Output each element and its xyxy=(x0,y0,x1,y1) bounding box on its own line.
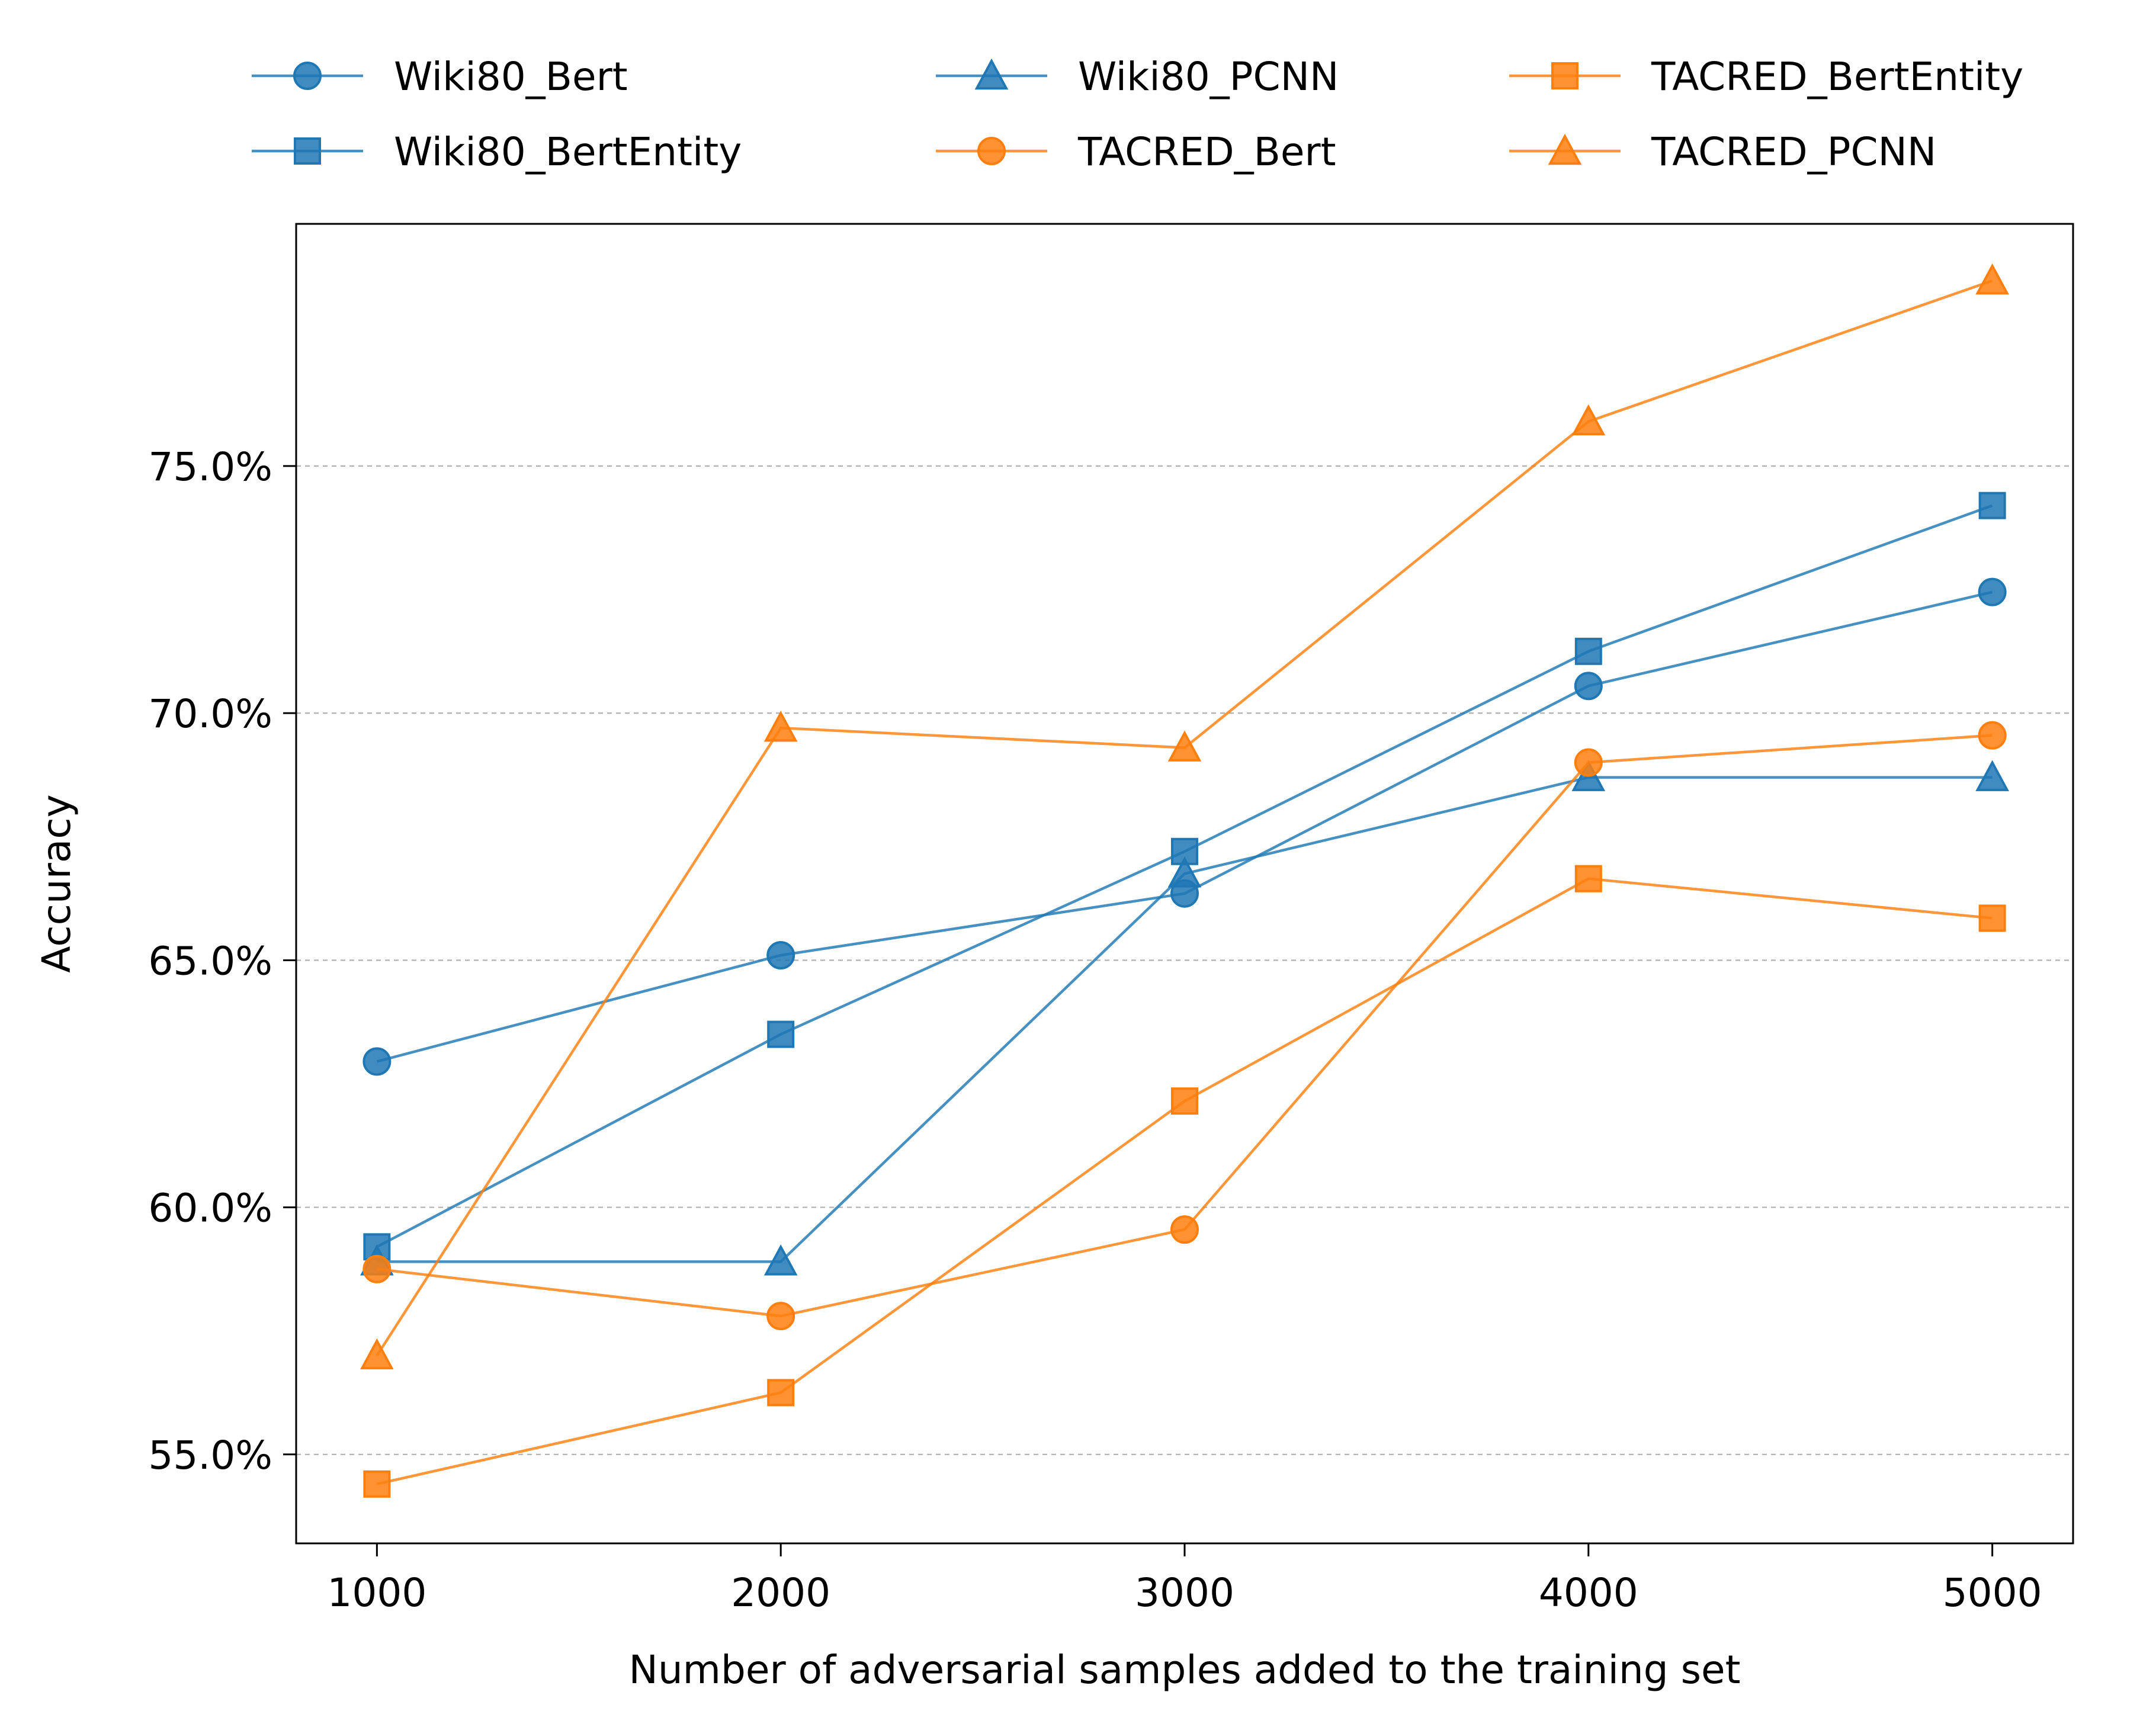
legend-item: TACRED_Bert xyxy=(936,129,1336,175)
legend-item: TACRED_BertEntity xyxy=(1509,54,2023,99)
data-point xyxy=(1574,672,1603,701)
legend-label: TACRED_Bert xyxy=(1077,129,1336,175)
data-point xyxy=(1978,904,2006,932)
legend-item: Wiki80_Bert xyxy=(252,54,628,99)
legend-marker xyxy=(293,62,322,90)
legend-item: Wiki80_PCNN xyxy=(936,54,1339,99)
legend-marker xyxy=(1548,133,1582,165)
series-line xyxy=(376,279,1993,1357)
x-tick-label: 2000 xyxy=(731,1570,830,1616)
legend-label: TACRED_BertEntity xyxy=(1651,54,2023,99)
x-tick-label: 3000 xyxy=(1135,1570,1234,1616)
data-point xyxy=(767,1020,795,1048)
x-tick-label: 1000 xyxy=(327,1570,426,1616)
legend-item: TACRED_PCNN xyxy=(1509,129,1936,175)
y-tick-label: 70.0% xyxy=(148,691,272,737)
legend: Wiki80_Bert Wiki80_BertEntity Wiki80_PCNN T… xyxy=(252,54,2023,175)
series-TACRED_Bert xyxy=(362,721,2007,1331)
data-point xyxy=(362,1047,392,1076)
legend-item: Wiki80_BertEntity xyxy=(252,129,742,175)
y-tick-label: 65.0% xyxy=(148,938,272,984)
data-point xyxy=(763,1244,798,1276)
data-point xyxy=(1170,1215,1199,1244)
x-tick-label: 5000 xyxy=(1943,1570,2042,1616)
data-point xyxy=(1167,730,1202,762)
data-point xyxy=(1978,492,2006,519)
legend-label: TACRED_PCNN xyxy=(1651,129,1936,175)
data-point xyxy=(363,1470,391,1498)
data-point xyxy=(1574,748,1603,777)
data-point xyxy=(360,1338,394,1370)
legend-label: Wiki80_Bert xyxy=(394,54,628,99)
legend-marker xyxy=(294,137,321,165)
data-point xyxy=(1574,865,1602,893)
series-line xyxy=(376,877,1993,1486)
data-point xyxy=(1571,404,1606,436)
legend-marker xyxy=(977,137,1006,165)
series-line xyxy=(376,590,1993,1063)
legend-label: Wiki80_PCNN xyxy=(1078,54,1339,99)
series-Wiki80_Bert xyxy=(362,577,2007,1076)
data-point xyxy=(1978,577,2007,606)
axes-layer: 55.0% 60.0% 65.0% 70.0% 75.0% 1000 2000 3000 400… xyxy=(148,444,2042,1616)
y-tick-label: 60.0% xyxy=(148,1186,272,1231)
data-point xyxy=(1975,263,2009,295)
legend-marker xyxy=(1551,62,1578,89)
data-point xyxy=(1975,760,2009,791)
series-TACRED_BertEntity xyxy=(363,865,2006,1498)
series-TACRED_PCNN xyxy=(360,263,2009,1370)
y-tick-label: 55.0% xyxy=(148,1433,272,1478)
y-tick-label: 75.0% xyxy=(148,444,272,490)
x-tick-label: 4000 xyxy=(1539,1570,1638,1616)
data-point xyxy=(766,940,795,969)
data-point xyxy=(766,1302,795,1331)
x-axis-label: Number of adversarial samples added to t… xyxy=(628,1647,1740,1693)
series-layer xyxy=(360,263,2009,1498)
data-point xyxy=(763,710,798,742)
legend-label: Wiki80_BertEntity xyxy=(394,129,742,175)
data-point xyxy=(1574,637,1602,665)
data-point xyxy=(1167,856,1202,888)
data-point xyxy=(767,1379,795,1407)
data-point xyxy=(1171,1087,1198,1115)
grid-lines xyxy=(296,465,2073,1455)
legend-marker xyxy=(974,58,1009,90)
data-point xyxy=(1978,721,2007,750)
y-axis-label: Accuracy xyxy=(34,794,79,972)
data-point xyxy=(362,1254,392,1283)
series-Wiki80_BertEntity xyxy=(363,492,2006,1261)
